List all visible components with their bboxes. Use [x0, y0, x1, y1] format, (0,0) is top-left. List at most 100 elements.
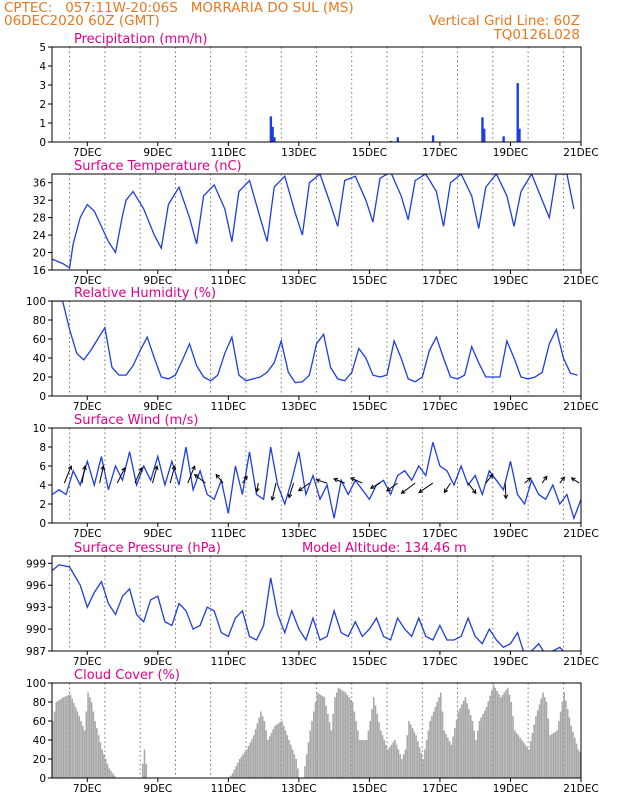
wind-arrow-head [315, 478, 321, 483]
cloud-bar [53, 711, 56, 778]
panel-frame [51, 555, 582, 652]
x-tick-label: 17DEC [422, 656, 457, 668]
panel-precip: 0 1 2 3 4 5 7DEC 9DEC 11DEC 13DEC 15DEC 17DEC 19DEC 2… [39, 32, 598, 159]
cloud-bar [496, 691, 498, 778]
cloud-bar [455, 719, 458, 778]
cloud-bar [256, 723, 259, 778]
cloud-bar [73, 702, 75, 778]
wind-arrow [271, 482, 277, 501]
y-tick-label: 40 [33, 353, 46, 365]
x-tick-label: 19DEC [493, 783, 528, 795]
cloud-bar [240, 756, 243, 778]
cloud-bar [57, 700, 59, 778]
cloud-bar [330, 730, 333, 778]
cloud-bar [78, 716, 81, 778]
cloud-bar [457, 711, 460, 778]
cloud-bar [71, 698, 73, 778]
cloud-bar [143, 749, 146, 778]
wind-arrow [152, 465, 158, 484]
x-tick-label: 9DEC [143, 656, 172, 668]
cloud-bar [528, 749, 530, 778]
cloud-bar [387, 749, 389, 778]
x-tick-label: 17DEC [422, 147, 457, 159]
wind-arrow [63, 465, 72, 484]
cloud-bar [420, 753, 423, 778]
cloud-bar [64, 696, 66, 778]
x-tick-label: 13DEC [281, 275, 316, 287]
cloud-bar [314, 702, 317, 778]
header-grid-note: Vertical Grid Line: 60Z [429, 13, 580, 29]
x-tick-label: 13DEC [281, 147, 316, 159]
wind-arrow-head [488, 473, 494, 479]
cloud-bar [245, 749, 248, 778]
cloud-bar [515, 732, 518, 778]
cloud-bar [519, 737, 521, 778]
cloud-bar [476, 730, 479, 778]
cloud-bar [247, 745, 250, 778]
y-tick-label: 28 [33, 213, 46, 225]
cloud-bar [353, 711, 356, 778]
wind-arrow-head [67, 465, 73, 471]
cloud-bar [545, 702, 548, 778]
cloud-bar [395, 744, 398, 778]
cloud-bar [76, 711, 79, 778]
cloud-bar [55, 702, 58, 778]
precip-bar [516, 83, 519, 142]
cloud-title: Cloud Cover (%) [74, 668, 180, 683]
cloud-bar [290, 744, 292, 778]
cloud-bar [297, 768, 299, 778]
cloud-bar [452, 736, 454, 778]
precip-bar [502, 136, 505, 142]
precip-title: Precipitation (mm/h) [74, 32, 207, 47]
panel-frame [51, 46, 582, 143]
wind-arrow [99, 465, 104, 484]
cloud-bar [275, 724, 278, 778]
wind-arrow-head [543, 475, 548, 481]
cloud-bar [390, 744, 393, 778]
y-tick-label: 24 [33, 230, 47, 242]
cloud-bar [556, 730, 558, 778]
cloud-bar [277, 723, 280, 778]
wind-arrow [288, 482, 295, 498]
cloud-bar [60, 698, 63, 778]
cloud-bar [543, 697, 546, 778]
cloud-bar [244, 751, 246, 778]
wind-arrow [256, 483, 259, 492]
cloud-bar [392, 742, 394, 778]
cloud-bar [424, 749, 426, 778]
cloud-bar [281, 721, 283, 778]
cloud-bar [311, 721, 313, 778]
cloud-bar [66, 695, 68, 778]
cloud-bar [272, 729, 275, 778]
wind-arrow [401, 482, 416, 494]
cloud-bar [318, 693, 320, 778]
cloud-bar [533, 724, 535, 778]
cloud-bar [551, 734, 553, 778]
cloud-bar [304, 766, 306, 778]
rh-title: Relative Humidity (%) [74, 286, 216, 301]
cloud-bar [487, 701, 490, 778]
cloud-bar [90, 702, 93, 778]
cloud-bar [394, 740, 396, 778]
cloud-bar [344, 692, 347, 778]
cloud-bar [540, 698, 543, 778]
cloud-bar [499, 697, 502, 778]
cloud-bar [427, 730, 430, 778]
header-date: 06DEC2020 60Z (GMT) [4, 13, 160, 29]
cloud-bar [379, 730, 382, 778]
panel-wind: 0 2 4 6 8 10 7DEC 9DEC 11DEC 13DEC 15DEC 17DEC 19DEC… [33, 413, 599, 540]
y-tick-label: 10 [33, 423, 46, 435]
y-tick-label: 0 [39, 518, 46, 530]
x-tick-label: 13DEC [281, 656, 316, 668]
cloud-bar [399, 754, 401, 778]
wind-arrow-head [333, 477, 339, 483]
y-tick-label: 20 [33, 248, 46, 260]
cloud-bar [288, 740, 290, 778]
wind-arrow [316, 479, 328, 484]
cloud-bar [307, 742, 310, 778]
cloud-bar [113, 775, 116, 778]
y-tick-label: 0 [39, 391, 46, 403]
x-tick-label: 7DEC [73, 401, 102, 413]
cloud-bar [97, 735, 100, 778]
cloud-bar [101, 749, 103, 778]
